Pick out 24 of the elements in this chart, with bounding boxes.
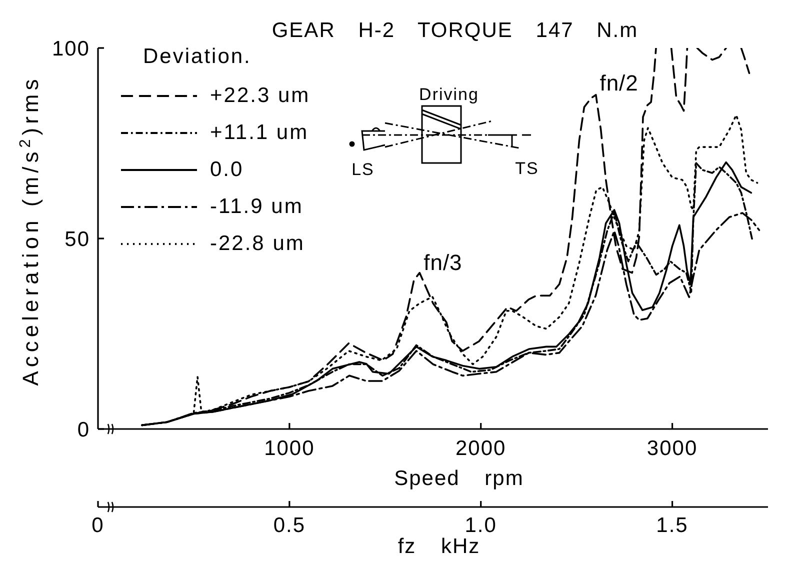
x2-tick-label: 1.0 [464,514,497,537]
x2-tick-label: 1.5 [656,514,688,537]
legend-title: Deviation. [142,44,252,68]
annotation: LS [352,160,374,179]
y-tick-label: 50 [64,228,90,251]
x-tick-label: 2000 [456,436,506,460]
legend-label: 0.0 [210,158,244,181]
chart-title: GEAR H-2 TORQUE 147 N.m [270,19,640,43]
legend-label: +22.3 um [210,84,310,107]
x-tick-label: 3000 [646,436,698,460]
x2-axis-title: fz kHz [398,535,480,558]
legend-label: -11.9 um [210,195,304,218]
x2-tick-label: 0.5 [273,514,306,537]
annotation: TS [515,159,539,178]
x-axis-title: Speed rpm [394,467,524,490]
y-tick-label: 0 [77,418,90,442]
y-tick-label: 100 [52,37,90,60]
annotation: Driving [419,85,479,104]
x-tick-label: 1000 [264,436,315,460]
annotation: fn/2 [600,70,638,96]
legend-label: -22.8 um [210,232,305,255]
x2-tick-label: 0 [92,514,104,537]
legend-label: +11.1 um [210,121,309,144]
annotation: fn/3 [424,250,462,275]
